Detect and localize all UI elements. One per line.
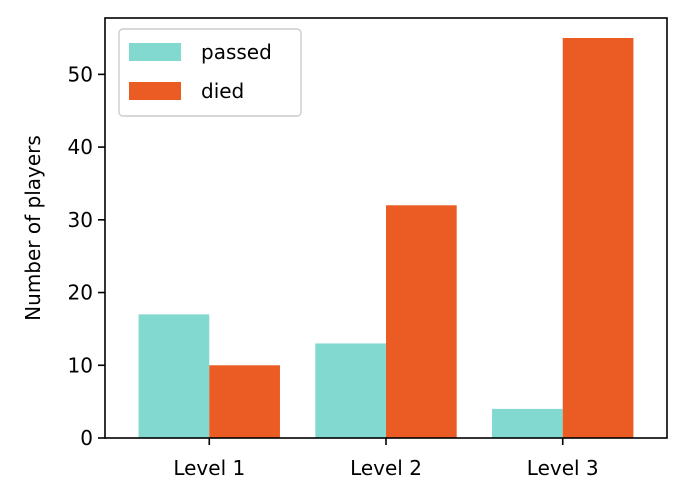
legend-swatch-died bbox=[129, 82, 181, 100]
bar-died-level-1 bbox=[209, 365, 280, 438]
y-axis-label: Number of players bbox=[21, 135, 45, 321]
y-tick-label: 30 bbox=[68, 208, 93, 232]
y-tick-label: 40 bbox=[68, 135, 93, 159]
bar-died-level-2 bbox=[386, 205, 457, 438]
x-tick-label: Level 3 bbox=[527, 456, 599, 480]
bar-passed-level-3 bbox=[492, 408, 563, 438]
y-tick-label: 10 bbox=[68, 353, 93, 377]
bar-died-level-3 bbox=[562, 38, 634, 438]
legend: passed died bbox=[118, 28, 302, 117]
bar-passed-level-2 bbox=[315, 343, 386, 438]
bars-layer bbox=[138, 38, 634, 438]
legend-label-passed: passed bbox=[201, 40, 272, 64]
y-tick-label: 50 bbox=[68, 62, 93, 86]
x-tick-label: Level 1 bbox=[173, 456, 245, 480]
ticks-layer: 0 10 20 30 40 50 Level 1 Level 2 Level 3 bbox=[68, 62, 599, 480]
legend-swatch-passed bbox=[129, 43, 181, 61]
bar-passed-level-1 bbox=[138, 314, 210, 438]
legend-label-died: died bbox=[201, 79, 244, 103]
y-tick-label: 0 bbox=[80, 426, 93, 450]
plot-frame bbox=[104, 17, 668, 439]
y-tick-label: 20 bbox=[68, 281, 93, 305]
x-tick-label: Level 2 bbox=[350, 456, 422, 480]
